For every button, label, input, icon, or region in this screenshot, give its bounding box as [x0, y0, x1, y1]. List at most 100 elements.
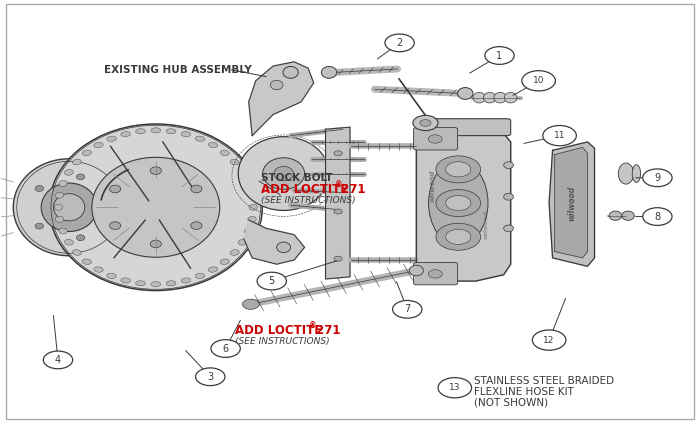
Circle shape — [522, 71, 555, 91]
Ellipse shape — [35, 223, 43, 229]
Ellipse shape — [230, 159, 239, 165]
Ellipse shape — [35, 186, 43, 192]
Ellipse shape — [181, 278, 190, 283]
Ellipse shape — [181, 132, 190, 137]
Ellipse shape — [49, 124, 262, 291]
Ellipse shape — [334, 151, 342, 156]
Ellipse shape — [244, 181, 253, 187]
Ellipse shape — [107, 136, 116, 141]
Ellipse shape — [270, 80, 283, 90]
Ellipse shape — [191, 185, 202, 193]
Ellipse shape — [321, 66, 337, 78]
Ellipse shape — [136, 129, 146, 134]
Ellipse shape — [283, 66, 298, 78]
Text: (NOT SHOWN): (NOT SHOWN) — [475, 398, 549, 408]
Ellipse shape — [73, 159, 81, 165]
Text: ®: ® — [335, 181, 342, 190]
Circle shape — [242, 299, 259, 309]
Ellipse shape — [244, 228, 253, 234]
Circle shape — [438, 378, 472, 398]
Circle shape — [446, 229, 471, 244]
Polygon shape — [326, 127, 350, 279]
Ellipse shape — [83, 259, 92, 264]
Text: (SEE INSTRUCTIONS): (SEE INSTRUCTIONS) — [260, 196, 355, 205]
Ellipse shape — [55, 217, 64, 222]
Circle shape — [413, 115, 438, 131]
FancyBboxPatch shape — [414, 128, 458, 150]
Circle shape — [446, 162, 471, 177]
Text: wilwood: wilwood — [484, 210, 489, 239]
Ellipse shape — [618, 163, 634, 184]
Ellipse shape — [92, 157, 220, 257]
Ellipse shape — [632, 165, 640, 182]
Circle shape — [428, 135, 442, 143]
Ellipse shape — [54, 204, 62, 210]
Circle shape — [436, 156, 481, 183]
Text: (SEE INSTRUCTIONS): (SEE INSTRUCTIONS) — [235, 337, 330, 346]
Ellipse shape — [484, 92, 496, 103]
Circle shape — [420, 120, 431, 126]
Ellipse shape — [76, 235, 85, 241]
Ellipse shape — [94, 143, 103, 148]
Text: 271: 271 — [337, 183, 366, 196]
Ellipse shape — [220, 259, 230, 264]
Circle shape — [428, 270, 442, 278]
Circle shape — [542, 126, 576, 146]
Ellipse shape — [151, 128, 161, 133]
Text: wilwood: wilwood — [429, 170, 435, 202]
Text: EXISTING HUB ASSEMBLY: EXISTING HUB ASSEMBLY — [104, 65, 252, 75]
Polygon shape — [416, 123, 511, 281]
Ellipse shape — [64, 239, 74, 245]
Ellipse shape — [248, 192, 256, 198]
Text: 2: 2 — [396, 38, 402, 48]
Text: STOCK BOLT: STOCK BOLT — [260, 173, 332, 183]
Text: 6: 6 — [223, 343, 229, 354]
Ellipse shape — [64, 170, 74, 175]
Ellipse shape — [504, 193, 514, 200]
Polygon shape — [554, 147, 587, 258]
Ellipse shape — [410, 265, 424, 276]
Ellipse shape — [150, 240, 162, 248]
Circle shape — [385, 34, 414, 52]
Circle shape — [211, 340, 240, 357]
Ellipse shape — [102, 204, 110, 210]
FancyBboxPatch shape — [414, 263, 458, 285]
Ellipse shape — [262, 158, 304, 190]
Ellipse shape — [55, 192, 64, 198]
Ellipse shape — [622, 211, 634, 220]
Ellipse shape — [76, 174, 85, 180]
Text: 8: 8 — [654, 212, 661, 222]
Circle shape — [436, 190, 481, 217]
Text: 3: 3 — [207, 372, 214, 382]
Ellipse shape — [166, 129, 176, 134]
Ellipse shape — [238, 239, 247, 245]
Text: ®: ® — [309, 322, 316, 331]
Text: wilwood: wilwood — [568, 185, 577, 221]
Circle shape — [436, 223, 481, 250]
Text: ADD LOCTITE: ADD LOCTITE — [235, 324, 323, 337]
Ellipse shape — [59, 228, 67, 234]
Circle shape — [643, 208, 672, 225]
Ellipse shape — [334, 256, 342, 261]
Circle shape — [643, 169, 672, 187]
Circle shape — [43, 351, 73, 369]
Ellipse shape — [494, 92, 507, 103]
Ellipse shape — [209, 143, 218, 148]
Text: STAINLESS STEEL BRAIDED: STAINLESS STEEL BRAIDED — [475, 376, 615, 386]
Ellipse shape — [248, 217, 256, 222]
Text: 5: 5 — [269, 276, 275, 286]
Circle shape — [195, 368, 225, 386]
Ellipse shape — [166, 281, 176, 286]
Circle shape — [485, 47, 514, 64]
Text: 13: 13 — [449, 383, 461, 392]
Ellipse shape — [195, 136, 205, 141]
Ellipse shape — [150, 167, 162, 174]
Ellipse shape — [220, 150, 230, 156]
Ellipse shape — [83, 150, 92, 156]
Text: 7: 7 — [404, 304, 410, 314]
Ellipse shape — [59, 181, 67, 187]
Text: 271: 271 — [312, 324, 340, 337]
Polygon shape — [549, 142, 594, 266]
Ellipse shape — [505, 92, 517, 103]
Ellipse shape — [238, 170, 247, 175]
